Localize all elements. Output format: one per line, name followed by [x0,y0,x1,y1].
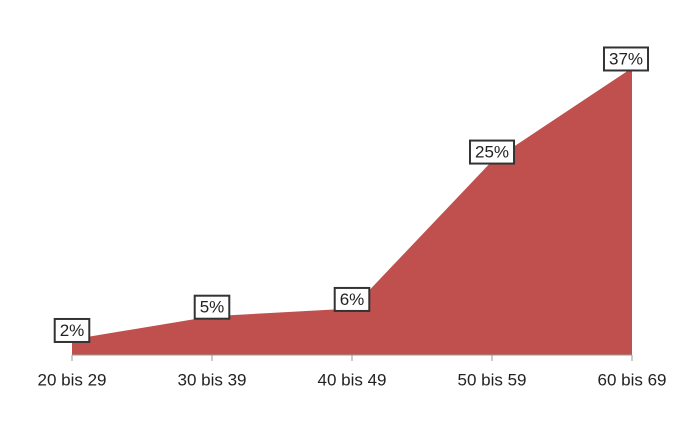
x-tick-label: 60 bis 69 [598,370,667,389]
x-tick-label: 30 bis 39 [178,370,247,389]
x-tick-label: 40 bis 49 [318,370,387,389]
data-label-box [602,46,650,72]
data-label: 5% [200,298,225,317]
data-label: 2% [60,321,85,340]
data-label: 6% [340,290,365,309]
data-label: 25% [475,143,509,162]
x-tick-label: 50 bis 59 [458,370,527,389]
data-label-box [53,317,91,343]
x-tick-label: 20 bis 29 [38,370,107,389]
data-label-box [193,294,231,320]
area [72,68,632,355]
data-label-box [468,139,516,165]
data-label: 37% [609,49,643,68]
data-label-box [333,286,371,312]
